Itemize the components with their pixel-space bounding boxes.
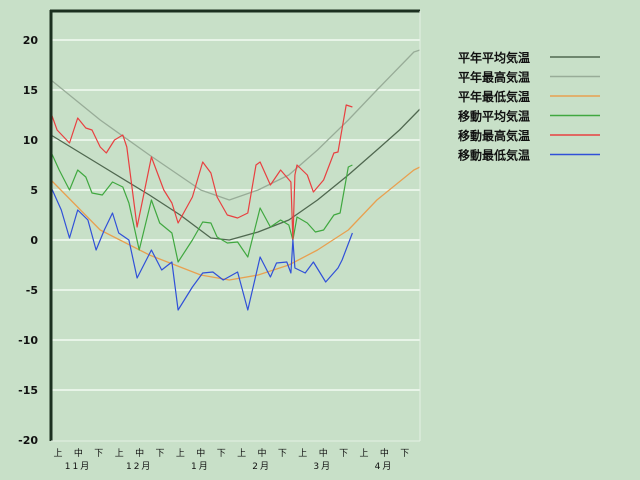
y-tick-label: -15	[18, 384, 38, 397]
y-tick-label: -10	[18, 334, 38, 347]
series-line	[50, 49, 421, 201]
x-tick-month: 12月	[126, 461, 152, 472]
x-tick-dekad: 中	[257, 447, 266, 459]
x-tick-dekad: 中	[319, 447, 328, 459]
legend-label: 移動最低気温	[458, 148, 530, 163]
y-tick-label: 5	[30, 184, 38, 197]
gridlines	[51, 39, 420, 391]
series-line	[50, 186, 353, 311]
y-tick-label: -20	[18, 434, 38, 447]
x-tick-dekad: 中	[74, 447, 83, 459]
x-tick-dekad: 上	[237, 448, 246, 459]
y-tick-label: 10	[23, 134, 39, 147]
x-tick-dekad: 下	[155, 449, 164, 459]
x-tick-dekad: 中	[135, 447, 144, 459]
x-tick-dekad: 下	[278, 449, 287, 459]
x-axis-ticks: 上中下11月上中下12月上中下1月上中下2月上中下3月上中下4月	[53, 447, 409, 472]
legend-label: 移動平均気温	[458, 109, 530, 124]
x-tick-month: 1月	[191, 461, 210, 472]
series-lines	[50, 49, 421, 311]
y-tick-label: 20	[23, 34, 39, 47]
y-tick-label: -5	[26, 284, 38, 297]
y-axis-ticks: 20 15 10 5 0 -5 -10 -15 -20	[18, 34, 38, 447]
x-tick-dekad: 下	[94, 449, 103, 459]
legend-label: 平年平均気温	[458, 50, 530, 65]
legend-label: 移動最高気温	[458, 128, 530, 143]
x-tick-dekad: 上	[53, 448, 62, 459]
y-tick-label: 0	[30, 234, 38, 247]
x-tick-dekad: 下	[339, 449, 348, 459]
series-line	[50, 104, 353, 241]
legend-label: 平年最低気温	[458, 89, 530, 104]
x-tick-month: 3月	[313, 461, 332, 472]
x-tick-dekad: 中	[380, 447, 389, 459]
series-line	[50, 151, 353, 263]
x-tick-dekad: 上	[176, 448, 185, 459]
x-tick-month: 11月	[65, 461, 91, 472]
x-tick-dekad: 上	[115, 448, 124, 459]
x-tick-dekad: 中	[196, 447, 205, 459]
x-tick-month: 4月	[375, 461, 394, 472]
x-tick-dekad: 上	[359, 448, 368, 459]
x-tick-dekad: 上	[298, 448, 307, 459]
y-tick-label: 15	[23, 84, 38, 97]
x-tick-dekad: 下	[217, 449, 226, 459]
series-line	[50, 166, 421, 281]
series-line	[50, 108, 421, 241]
legend-label: 平年最高気温	[458, 70, 530, 85]
x-tick-dekad: 下	[400, 449, 409, 459]
x-tick-month: 2月	[252, 461, 271, 472]
